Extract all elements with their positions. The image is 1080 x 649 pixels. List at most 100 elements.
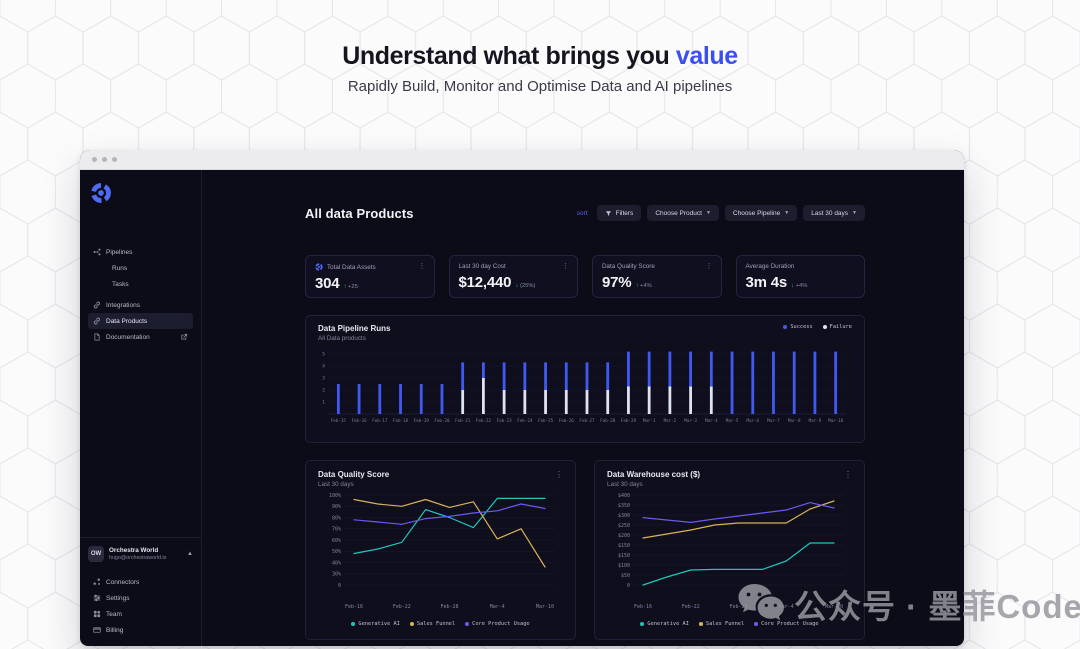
stat-label: Total Data Assets	[327, 263, 376, 271]
svg-text:Feb-28: Feb-28	[729, 604, 747, 610]
legend-item-core-product-usage[interactable]: Core Product Usage	[465, 621, 530, 627]
stat-delta: ↑ +25	[343, 284, 358, 290]
stat-card-data-quality-score: Data Quality Score ⋮ 97% ↑ +4%	[592, 255, 722, 298]
stat-label: Last 30 day Cost	[458, 263, 506, 270]
svg-text:5: 5	[322, 352, 325, 358]
line-chart-subtitle: Last 30 days	[318, 481, 354, 488]
stat-label: Average Duration	[745, 263, 795, 270]
svg-text:Feb-17: Feb-17	[372, 418, 388, 423]
legend-item-generative-ai[interactable]: Generative AI	[640, 621, 689, 627]
legend-dot-icon	[409, 622, 414, 626]
svg-text:0: 0	[627, 583, 630, 589]
window-dot[interactable]	[102, 157, 107, 162]
sidebar-item-team[interactable]: Team	[88, 606, 193, 622]
user-account-switcher[interactable]: OW Orchestra World hugo@orchestraworld.i…	[88, 546, 193, 562]
kebab-menu-icon[interactable]: ⋮	[555, 470, 563, 479]
svg-text:Feb-22: Feb-22	[476, 418, 492, 423]
svg-text:3: 3	[322, 376, 325, 382]
legend-item-sales-funnel[interactable]: Sales Funnel	[698, 621, 744, 627]
arrow-down-icon: ↓	[515, 283, 519, 289]
funnel-icon	[605, 210, 612, 217]
legend-item-sales-funnel[interactable]: Sales Funnel	[409, 621, 455, 627]
svg-text:4: 4	[322, 364, 325, 370]
sidebar-item-label: Pipelines	[106, 248, 133, 256]
legend-item-success[interactable]: Success	[783, 324, 813, 330]
line-chart-legend: Generative AI Sales Funnel Core Product Us…	[607, 621, 852, 627]
choose-pipeline-dropdown[interactable]: Choose Pipeline ▼	[724, 205, 798, 221]
arrow-down-icon: ↓	[791, 283, 795, 289]
sidebar-item-label: Documentation	[106, 333, 150, 341]
link-icon	[93, 301, 101, 309]
stat-value: $12,440	[458, 274, 512, 291]
sidebar-item-documentation[interactable]: Documentation	[88, 329, 193, 345]
window-dot[interactable]	[112, 157, 117, 162]
filters-button[interactable]: Filters	[596, 205, 642, 221]
hero-title-accent: value	[675, 42, 738, 70]
choose-product-dropdown[interactable]: Choose Product ▼	[647, 205, 719, 221]
sidebar-nav: Pipelines Runs Tasks Integrations Data Produ…	[88, 244, 193, 345]
stat-delta: ↓ +4%	[791, 283, 808, 289]
svg-text:Feb-22: Feb-22	[682, 604, 700, 610]
svg-text:Feb-26: Feb-26	[559, 418, 575, 423]
svg-text:Mar-4: Mar-4	[779, 604, 794, 610]
sidebar-divider	[80, 537, 201, 538]
hero-section: Understand what brings you value Rapidly…	[0, 42, 1080, 95]
link-icon	[93, 317, 101, 325]
svg-text:Mar-10: Mar-10	[825, 604, 843, 610]
svg-text:Mar-6: Mar-6	[746, 418, 759, 423]
legend-dot-icon	[754, 622, 759, 626]
svg-text:$250: $250	[618, 523, 630, 529]
svg-text:$350: $350	[618, 503, 630, 509]
svg-text:Feb-28: Feb-28	[440, 604, 458, 610]
svg-text:Feb-27: Feb-27	[579, 418, 595, 423]
last-30-days-dropdown[interactable]: Last 30 days ▼	[803, 205, 865, 221]
caret-up-icon: ▲	[187, 551, 193, 557]
legend-item-failure[interactable]: Failure	[822, 324, 852, 330]
kebab-menu-icon[interactable]: ⋮	[562, 263, 569, 270]
line-chart-title: Data Warehouse cost ($)	[607, 470, 701, 479]
svg-text:$100: $100	[618, 563, 630, 569]
line-chart-subtitle: Last 30 days	[607, 481, 643, 488]
sidebar-item-settings[interactable]: Settings	[88, 590, 193, 606]
legend-dot-icon	[822, 325, 827, 329]
bar-chart-legend: Success Failure	[783, 324, 852, 330]
kebab-menu-icon[interactable]: ⋮	[844, 470, 852, 479]
svg-text:Feb-25: Feb-25	[538, 418, 554, 423]
line-chart-panel-quality: Data Quality Score Last 30 days ⋮ 100% 90…	[305, 460, 576, 640]
stat-card-last-30-day-cost: Last 30 day Cost ⋮ $12,440 ↓ (25%)	[448, 255, 578, 298]
sidebar-item-integrations[interactable]: Integrations	[88, 297, 193, 313]
sidebar-item-pipelines[interactable]: Pipelines	[88, 244, 193, 260]
svg-text:100%: 100%	[329, 493, 341, 499]
kebab-menu-icon[interactable]: ⋮	[705, 263, 713, 270]
legend-dot-icon	[351, 622, 356, 626]
sort-link[interactable]: sort	[576, 209, 588, 217]
legend-item-core-product-usage[interactable]: Core Product Usage	[754, 621, 819, 627]
stat-delta: ↑ +4%	[635, 283, 652, 289]
legend-dot-icon	[783, 325, 788, 329]
legend-item-generative-ai[interactable]: Generative AI	[351, 621, 400, 627]
bar-chart: 1 2 3 4 5 Feb-15 Feb-16 Feb-17 Feb-18 Feb-19 Feb-2…	[314, 342, 856, 435]
sidebar-item-label: Data Products	[106, 317, 148, 325]
svg-text:$200: $200	[618, 533, 630, 539]
window-dot[interactable]	[92, 157, 97, 162]
avatar: OW	[88, 546, 104, 562]
sidebar-item-billing[interactable]: Billing	[88, 622, 193, 638]
kebab-menu-icon[interactable]: ⋮	[418, 263, 426, 270]
sidebar-item-tasks[interactable]: Tasks	[88, 276, 193, 292]
svg-text:Mar-10: Mar-10	[828, 418, 844, 423]
page-title: All data Products	[305, 205, 414, 221]
stat-value: 97%	[602, 274, 632, 291]
svg-text:Feb-20: Feb-20	[434, 418, 450, 423]
external-link-icon	[180, 333, 188, 341]
sidebar-item-connectors[interactable]: Connectors	[88, 574, 193, 590]
svg-text:Mar-5: Mar-5	[726, 418, 739, 423]
sidebar-item-data-products[interactable]: Data Products	[88, 313, 193, 329]
pipelines-icon	[93, 248, 101, 256]
sidebar-item-runs[interactable]: Runs	[88, 260, 193, 276]
sliders-icon	[93, 594, 101, 602]
svg-text:40%: 40%	[332, 560, 341, 566]
svg-text:Mar-4: Mar-4	[490, 604, 505, 610]
svg-text:Mar-4: Mar-4	[705, 418, 718, 423]
svg-text:Feb-16: Feb-16	[634, 604, 652, 610]
sidebar-item-label: Tasks	[112, 280, 129, 288]
